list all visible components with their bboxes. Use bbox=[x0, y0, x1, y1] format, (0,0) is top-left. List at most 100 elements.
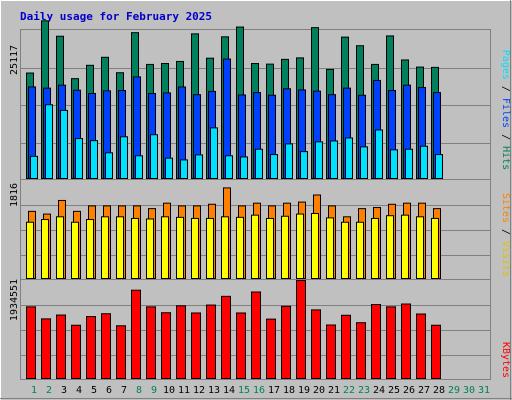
legend-files: Files bbox=[500, 98, 511, 128]
sites-bar-9 bbox=[146, 218, 154, 279]
kbytes-bar-11 bbox=[176, 305, 186, 379]
day-label-19: 19 bbox=[298, 385, 310, 396]
pages-bar-15 bbox=[240, 156, 248, 180]
pages-bar-5 bbox=[90, 140, 98, 179]
day-label-31: 31 bbox=[478, 385, 490, 396]
sites-bar-20 bbox=[311, 213, 319, 279]
sites-bar-19 bbox=[296, 213, 304, 279]
sites-bar-13 bbox=[206, 217, 214, 280]
pages-bar-14 bbox=[225, 155, 233, 180]
kbytes-bar-18 bbox=[281, 305, 291, 379]
sites-bar-1 bbox=[26, 221, 34, 279]
kbytes-bar-7 bbox=[116, 325, 126, 379]
kbytes-bar-14 bbox=[221, 295, 231, 379]
sites-bar-7 bbox=[116, 216, 124, 279]
pages-bar-23 bbox=[360, 146, 368, 179]
sites-bar-10 bbox=[161, 216, 169, 279]
legend-visits: Visits bbox=[500, 241, 511, 277]
sites-bar-25 bbox=[386, 215, 394, 280]
sites-bar-17 bbox=[266, 217, 274, 280]
kbytes-bar-3 bbox=[56, 314, 66, 380]
pages-bar-21 bbox=[330, 140, 338, 179]
day-label-20: 20 bbox=[313, 385, 325, 396]
kbytes-max-label: 1934551 bbox=[9, 279, 20, 321]
day-label-24: 24 bbox=[373, 385, 385, 396]
day-label-8: 8 bbox=[136, 385, 142, 396]
legend-sep-3: / bbox=[500, 223, 511, 241]
day-label-5: 5 bbox=[91, 385, 97, 396]
sites-bar-15 bbox=[236, 216, 244, 279]
legend-pages: Pages bbox=[500, 50, 511, 80]
pages-bar-20 bbox=[315, 141, 323, 179]
sites-bar-11 bbox=[176, 216, 184, 279]
visits-bars bbox=[26, 187, 441, 280]
kbytes-bar-2 bbox=[41, 318, 51, 380]
sites-bar-4 bbox=[71, 221, 79, 279]
day-label-15: 15 bbox=[238, 385, 250, 396]
kbytes-bar-1 bbox=[26, 306, 36, 379]
sites-bar-16 bbox=[251, 214, 259, 279]
visits-legend: Sites / Visits bbox=[500, 193, 511, 277]
pages-bar-16 bbox=[255, 148, 263, 179]
sites-bar-21 bbox=[326, 217, 334, 280]
day-label-13: 13 bbox=[208, 385, 220, 396]
day-label-18: 18 bbox=[283, 385, 295, 396]
kbytes-bar-20 bbox=[311, 309, 321, 380]
kbytes-bar-25 bbox=[386, 306, 396, 379]
day-label-22: 22 bbox=[343, 385, 355, 396]
day-label-23: 23 bbox=[358, 385, 370, 396]
kbytes-bar-16 bbox=[251, 291, 261, 380]
kbytes-bar-15 bbox=[236, 312, 246, 379]
kbytes-bar-24 bbox=[371, 304, 381, 379]
pages-bar-25 bbox=[390, 149, 398, 180]
pages-bar-13 bbox=[210, 127, 218, 179]
kbytes-bar-5 bbox=[86, 316, 96, 380]
visits-max-label: 1816 bbox=[9, 183, 20, 207]
kbytes-bar-9 bbox=[146, 306, 156, 379]
kbytes-bar-4 bbox=[71, 324, 81, 379]
pages-bar-26 bbox=[405, 148, 413, 179]
kbytes-bar-23 bbox=[356, 322, 366, 380]
pages-bar-24 bbox=[375, 129, 383, 179]
day-label-25: 25 bbox=[388, 385, 400, 396]
sites-bar-24 bbox=[371, 217, 379, 280]
day-label-9: 9 bbox=[151, 385, 157, 396]
kbytes-bar-28 bbox=[431, 324, 441, 379]
pages-bar-22 bbox=[345, 137, 353, 179]
day-label-28: 28 bbox=[433, 385, 445, 396]
pages-bar-17 bbox=[270, 154, 278, 180]
pages-bar-9 bbox=[150, 134, 158, 179]
kbytes-bar-22 bbox=[341, 314, 351, 379]
kbytes-bar-26 bbox=[401, 303, 411, 379]
legend-sites: Sites bbox=[500, 193, 511, 223]
day-labels: 1 2 3 4 5 6 7 8 9 10 11 12 13 14 15 16 17 18 19 20 21 22 23 24 2… bbox=[31, 385, 490, 396]
legend-hits: Hits bbox=[500, 146, 511, 170]
kbytes-panel-frame bbox=[20, 279, 491, 380]
pages-bar-7 bbox=[120, 136, 128, 179]
day-label-12: 12 bbox=[193, 385, 205, 396]
sites-bar-23 bbox=[356, 221, 364, 279]
sites-bar-27 bbox=[416, 216, 424, 279]
sites-bar-2 bbox=[41, 219, 49, 279]
day-label-7: 7 bbox=[121, 385, 127, 396]
kbytes-bar-17 bbox=[266, 318, 276, 379]
pages-bar-3 bbox=[60, 109, 68, 179]
legend-sep-1: / bbox=[500, 80, 511, 98]
day-label-6: 6 bbox=[106, 385, 112, 396]
kbytes-bar-19 bbox=[296, 279, 306, 379]
sites-bar-6 bbox=[101, 216, 109, 279]
kbytes-bar-21 bbox=[326, 324, 336, 380]
kbytes-bar-10 bbox=[161, 312, 171, 380]
pages-bar-27 bbox=[420, 145, 428, 179]
pages-bar-4 bbox=[75, 138, 83, 180]
sites-bar-8 bbox=[131, 217, 139, 280]
day-label-1: 1 bbox=[31, 385, 37, 396]
day-label-14: 14 bbox=[223, 385, 235, 396]
kbytes-bar-27 bbox=[416, 313, 426, 379]
traffic-legend: Pages / Files / Hits bbox=[500, 50, 511, 170]
kbytes-bar-13 bbox=[206, 304, 216, 379]
pages-bar-6 bbox=[105, 152, 113, 179]
day-label-26: 26 bbox=[403, 385, 415, 396]
day-label-4: 4 bbox=[76, 385, 82, 396]
day-label-2: 2 bbox=[46, 385, 52, 396]
